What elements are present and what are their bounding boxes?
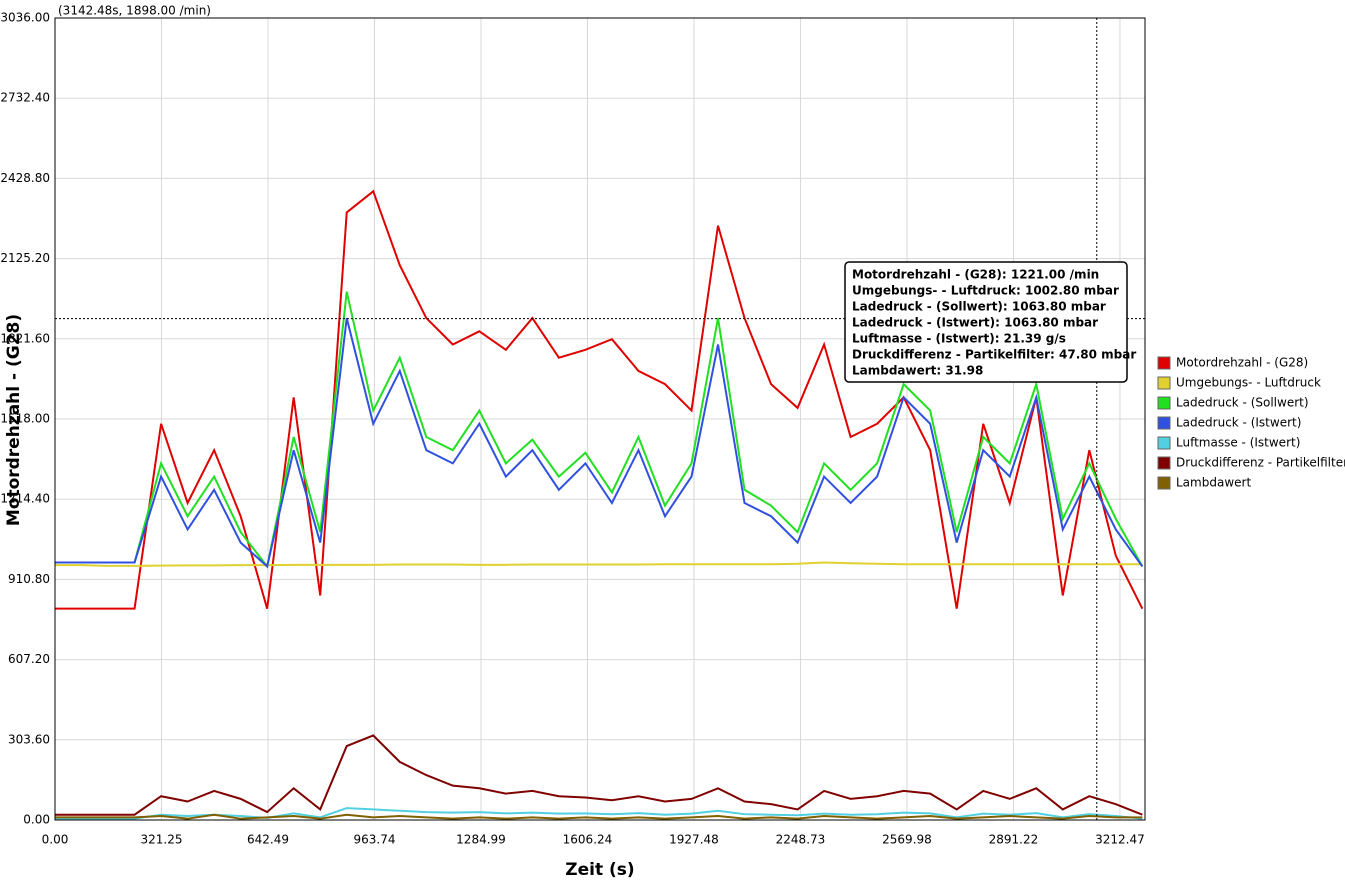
overlay: Motordrehzahl - (G28): 1221.00 /min Umgeb… [55, 18, 1145, 820]
legend-label: Lambdawert [1176, 476, 1251, 490]
legend: Motordrehzahl - (G28) Umgebungs- - Luftdr… [1157, 356, 1345, 490]
tooltip: Motordrehzahl - (G28): 1221.00 /min Umgeb… [844, 261, 1136, 383]
tooltip-line: Luftmasse - (Istwert): 21.39 g/s [852, 332, 1066, 346]
tooltip-line: Ladedruck - (Istwert): 1063.80 mbar [852, 316, 1098, 330]
tooltip-box [844, 261, 1128, 383]
legend-label: Motordrehzahl - (G28) [1176, 356, 1308, 370]
y-tick-label: 303.60 [8, 732, 50, 746]
plot-frame [54, 17, 1146, 821]
x-tick-label: 642.49 [247, 833, 289, 847]
x-tick-label: 2891.22 [989, 833, 1039, 847]
legend-swatch [1157, 396, 1171, 410]
legend-swatch [1157, 356, 1171, 370]
y-tick-label: 1214.40 [0, 492, 50, 506]
legend-label: Umgebungs- - Luftdruck [1176, 376, 1321, 390]
series-line [55, 317, 1144, 569]
legend-swatch [1157, 416, 1171, 430]
x-tick-label: 963.74 [353, 833, 395, 847]
x-tick-label: 0.00 [42, 833, 69, 847]
plot-lines [55, 189, 1144, 820]
x-tick-label: 321.25 [140, 833, 182, 847]
series-line [55, 734, 1143, 816]
y-tick-label: 910.80 [8, 572, 50, 586]
legend-swatch [1157, 456, 1171, 470]
series-line [55, 189, 1144, 610]
legend-swatch [1157, 436, 1171, 450]
legend-label: Druckdifferenz - Partikelfilter [1176, 456, 1345, 470]
tooltip-line: Ladedruck - (Sollwert): 1063.80 mbar [852, 300, 1106, 314]
x-tick-label: 1284.99 [456, 833, 506, 847]
y-axis-label: Motordrehzahl - (G28) [4, 314, 24, 526]
legend-label: Ladedruck - (Sollwert) [1176, 396, 1309, 410]
tooltip-line: Druckdifferenz - Partikelfilter: 47.80 m… [852, 348, 1136, 362]
y-tick-label: 2125.20 [0, 251, 50, 265]
y-tick-label: 1821.60 [0, 331, 50, 345]
y-tick-label: 1518.00 [0, 412, 50, 426]
x-tick-label: 2569.98 [882, 833, 932, 847]
legend-label: Luftmasse - (Istwert) [1176, 436, 1300, 450]
x-tick-label: 3212.47 [1095, 833, 1145, 847]
legend-swatch [1157, 376, 1171, 390]
y-tick-label: 0.00 [23, 813, 50, 827]
tooltip-line: Umgebungs- - Luftdruck: 1002.80 mbar [852, 284, 1119, 298]
series-line [55, 807, 1143, 820]
y-tick-label: 3036.00 [0, 11, 50, 25]
x-tick-label: 1927.48 [669, 833, 719, 847]
series-line [55, 561, 1143, 567]
y-tick-label: 2428.80 [0, 171, 50, 185]
cursor-readout: (3142.48s, 1898.00 /min) [58, 4, 211, 18]
y-tick-label: 2732.40 [0, 91, 50, 105]
tooltip-line: Lambdawert: 31.98 [852, 364, 983, 378]
legend-swatch [1157, 476, 1171, 490]
legend-label: Ladedruck - (Istwert) [1176, 416, 1301, 430]
x-tick-label: 1606.24 [563, 833, 613, 847]
x-tick-label: 2248.73 [776, 833, 826, 847]
series-line [55, 813, 1143, 820]
series-line [55, 291, 1144, 569]
x-axis-label: Zeit (s) [565, 860, 634, 880]
y-tick-label: 607.20 [8, 652, 50, 666]
tooltip-line: Motordrehzahl - (G28): 1221.00 /min [852, 268, 1099, 282]
